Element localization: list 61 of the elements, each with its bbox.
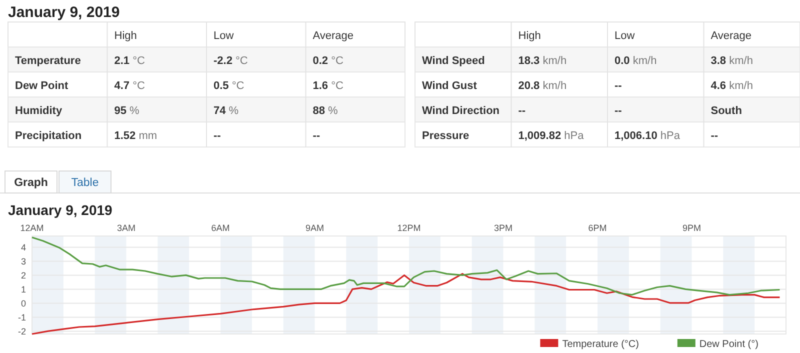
text: -- [614,80,622,92]
text: Wind Speed [422,55,485,67]
text: 88 % [312,105,338,117]
text: Wind Direction [422,105,500,117]
y-tick-label: 4 [20,242,26,253]
text: 0.0 km/h [614,55,657,67]
text: Table [71,177,99,189]
text: Precipitation [15,130,82,142]
text: 74 % [214,105,239,117]
chart-title: January 9, 2019 [8,202,113,218]
text: 4.7 °C [114,80,145,92]
text: 1.52 mm [114,130,158,142]
text: 0.5 °C [214,80,244,92]
text: Pressure [422,130,470,142]
text: 3.8 km/h [710,55,753,67]
x-tick-label: 6AM [211,223,230,233]
text: Wind Gust [422,80,478,92]
line-series [31,236,781,296]
y-tick-label: 0 [20,298,26,309]
text: Humidity [15,105,63,117]
legend-label: Temperature (°C) [562,339,639,350]
text: -- [518,105,526,117]
x-tick-label: 12AM [20,223,44,233]
text: -- [614,105,622,117]
x-tick-label: 9PM [682,223,702,233]
line-series [31,273,781,335]
text: -2.2 °C [214,55,248,67]
text: -- [312,130,320,142]
category-label: High [518,30,541,42]
text: Dew Point [15,80,69,92]
y-tick-label: 3 [20,256,26,267]
text: 0.2 °C [312,55,344,67]
legend-label: Dew Point (°) [699,339,758,350]
category-label: Average [312,30,354,42]
text: 4.6 km/h [710,80,753,92]
text: January 9, 2019 [8,4,120,21]
category-label: High [114,30,137,42]
text: 18.3 km/h [518,55,567,67]
text: 1,009.82 hPa [518,130,585,142]
x-tick-label: 6PM [588,223,607,233]
category-label: Average [710,30,752,42]
y-tick-label: -2 [18,326,26,337]
text: -- [214,130,222,142]
x-tick-label: 9AM [305,223,324,233]
category-label: Low [214,30,234,42]
text: South [710,105,742,117]
text: 2.1 °C [114,55,145,67]
text: Temperature [15,55,81,67]
text: Graph [14,177,48,189]
text: 20.8 km/h [518,80,567,92]
x-tick-label: 3PM [494,223,513,233]
y-tick-label: 1 [20,284,26,295]
y-tick-label: 2 [20,270,26,281]
text: -- [710,130,718,142]
category-label: Low [614,30,635,42]
x-tick-label: 12PM [397,223,421,233]
text: 95 % [114,105,140,117]
text: 1,006.10 hPa [614,130,681,142]
x-tick-label: 3AM [116,223,136,233]
text: 1.6 °C [312,80,344,92]
y-tick-label: -1 [18,312,26,323]
